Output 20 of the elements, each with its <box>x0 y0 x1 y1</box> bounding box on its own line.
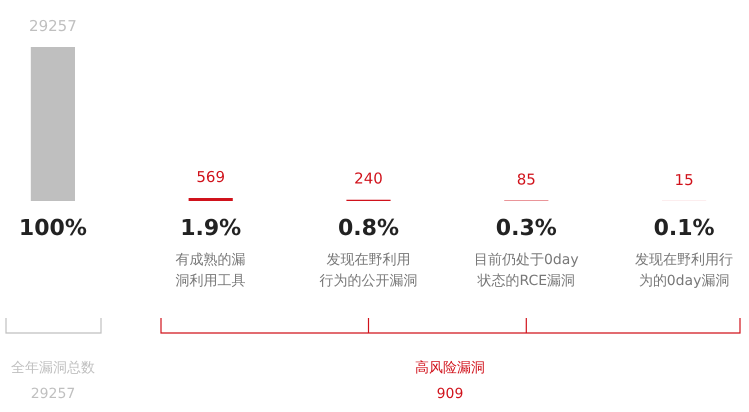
data-label: 569 <box>196 168 226 186</box>
bar <box>188 198 233 201</box>
data-label: 240 <box>354 170 383 188</box>
text: 高风险漏洞 <box>415 360 485 376</box>
text: 0.8% <box>338 216 400 241</box>
data-label: 15 <box>674 170 694 189</box>
text: 100% <box>18 216 87 241</box>
x-tick-label: 发现在野利用行为的公开漏洞 <box>320 252 418 289</box>
text: 0.1% <box>654 216 715 241</box>
x-tick-label: 发现在野利用行为的0day漏洞 <box>635 252 734 289</box>
x-tick-label: 有成熟的漏洞利用工具 <box>176 252 246 289</box>
bar <box>30 47 75 201</box>
text: 全年漏洞总数 <box>11 360 95 376</box>
text: 0.3% <box>496 216 557 241</box>
data-label: 85 <box>516 170 536 189</box>
x-tick-label: 目前仍处于0day状态的RCE漏洞 <box>474 252 579 289</box>
text: 1.9% <box>180 216 242 241</box>
text: 909 <box>436 386 464 402</box>
data-label: 29257 <box>29 17 77 35</box>
text: 29257 <box>30 386 76 402</box>
